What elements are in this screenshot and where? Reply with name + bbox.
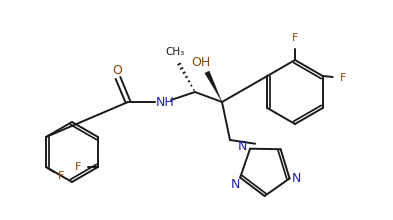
Text: F: F	[292, 33, 298, 43]
Text: O: O	[112, 64, 122, 77]
Text: F: F	[340, 73, 346, 83]
Text: OH: OH	[191, 55, 211, 68]
Text: N: N	[230, 178, 240, 191]
Text: NH: NH	[156, 95, 174, 108]
Polygon shape	[205, 71, 222, 102]
Text: F: F	[75, 162, 81, 172]
Text: F: F	[58, 171, 64, 181]
Text: N: N	[237, 140, 247, 153]
Text: CH₃: CH₃	[165, 47, 185, 57]
Text: N: N	[292, 172, 301, 185]
